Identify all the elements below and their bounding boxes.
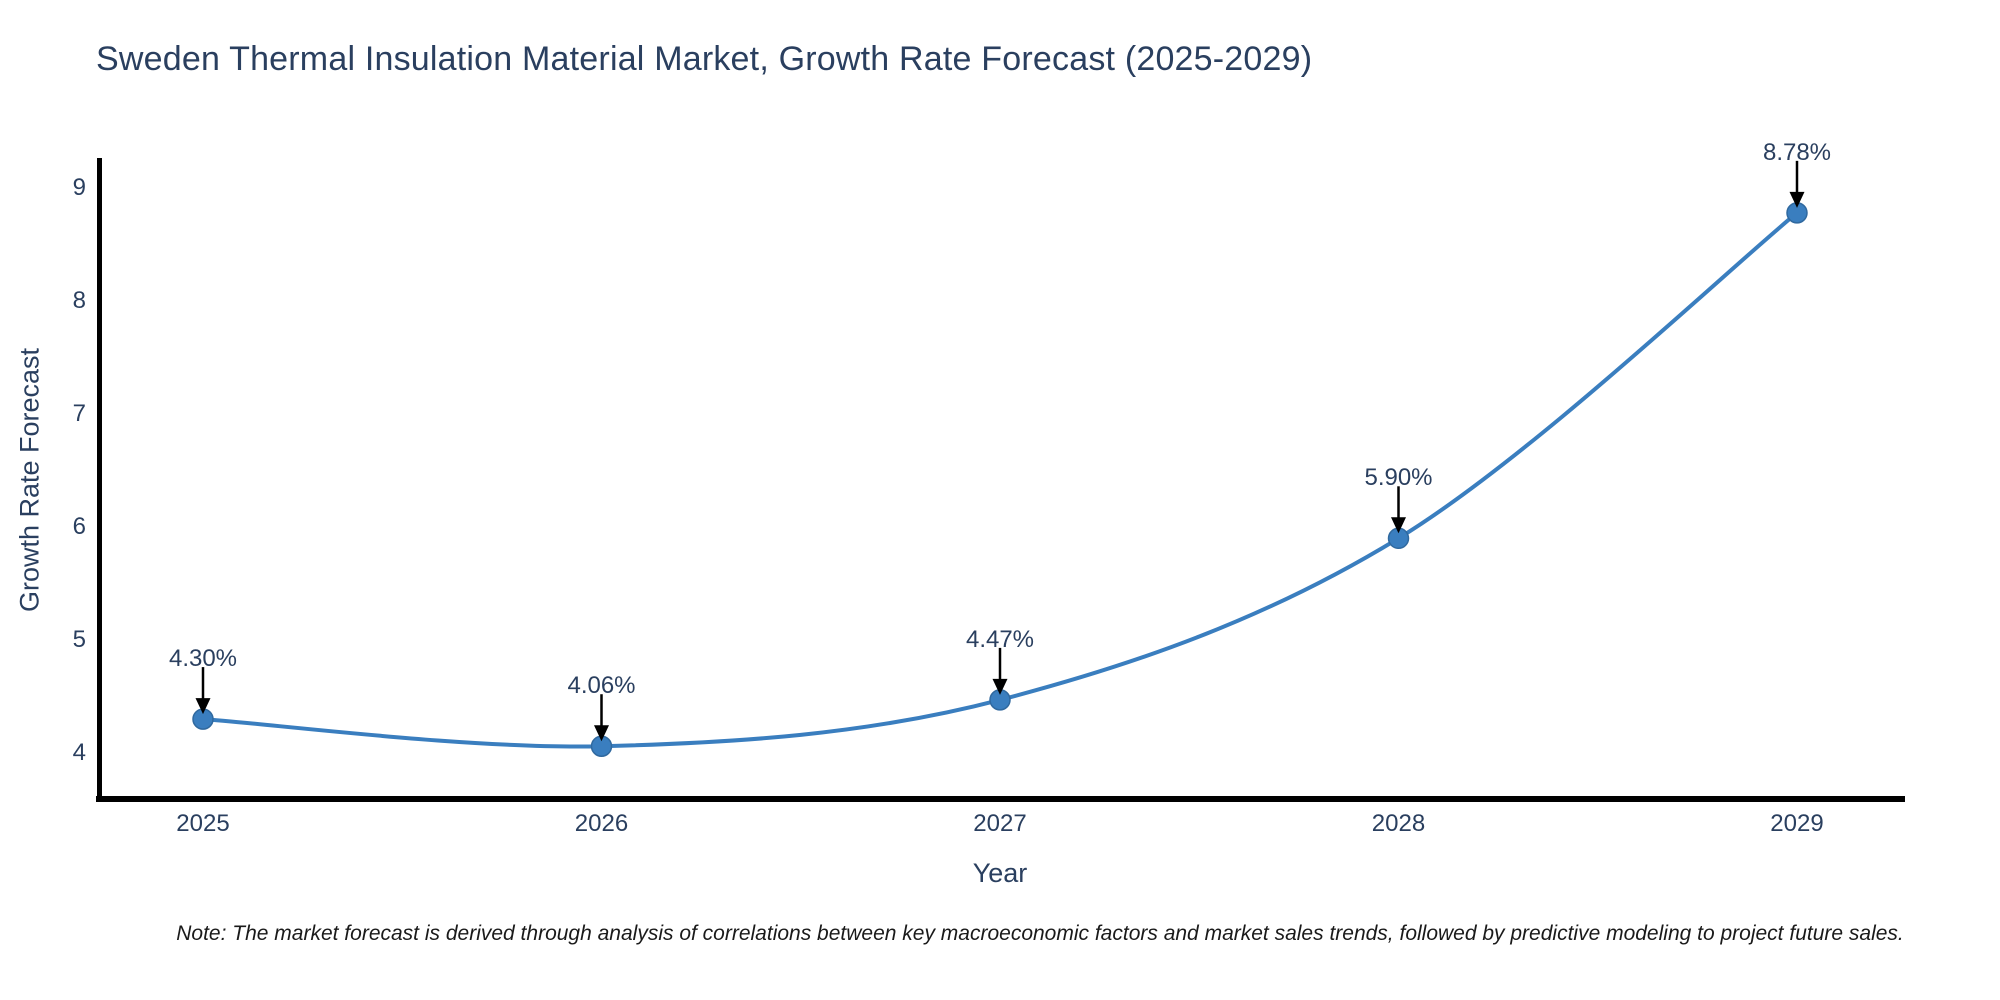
x-tick-label-2026: 2026 <box>574 810 629 837</box>
point-value-label-2026: 4.06% <box>567 672 636 700</box>
point-value-label-2029: 8.78% <box>1762 138 1832 166</box>
x-tick-label-2027: 2027 <box>973 810 1027 837</box>
annotation-arrowhead <box>594 725 609 742</box>
x-tick-label-2028: 2028 <box>1371 810 1426 837</box>
point-value-label-2028: 5.90% <box>1364 464 1433 492</box>
annotation-arrowhead <box>195 698 211 715</box>
y-tick-label-6: 6 <box>72 513 86 540</box>
y-tick-label-9: 9 <box>72 174 86 201</box>
x-tick-label-2025: 2025 <box>176 810 230 837</box>
annotation-arrowhead <box>992 678 1008 695</box>
annotation-arrowhead <box>1789 191 1805 208</box>
y-tick-label-8: 8 <box>72 287 86 314</box>
point-value-label-2027: 4.47% <box>965 625 1035 653</box>
y-tick-label-4: 4 <box>72 739 86 766</box>
x-axis-title: Year <box>972 858 1028 888</box>
chart-title: Sweden Thermal Insulation Material Marke… <box>96 40 1313 78</box>
point-value-label-2025: 4.30% <box>168 645 238 673</box>
y-tick-label-5: 5 <box>72 626 86 653</box>
footnote: Note: The market forecast is derived thr… <box>176 922 1904 945</box>
y-tick-label-7: 7 <box>72 400 86 427</box>
annotation-arrowhead <box>1391 517 1406 534</box>
x-tick-label-2029: 2029 <box>1770 810 1824 837</box>
